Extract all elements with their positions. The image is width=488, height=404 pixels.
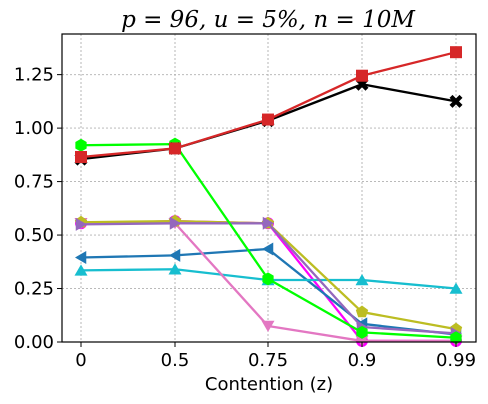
- data-point: [169, 248, 181, 262]
- data-point: [262, 272, 274, 286]
- data-point: [74, 264, 88, 276]
- series-line: [80, 51, 457, 159]
- series-line: [80, 142, 457, 339]
- data-point: [356, 325, 368, 339]
- axis-ticks: 0 0.5 0.75 0.9 0.99 0.00 0.25 0.50 0.75 1.00 1.25: [14, 65, 476, 371]
- data-point: [75, 138, 87, 152]
- data-point: [356, 69, 368, 82]
- data-point: [450, 331, 462, 345]
- data-point: [169, 142, 181, 155]
- data-point: [262, 216, 274, 230]
- data-point: [261, 320, 275, 332]
- series-group: [75, 216, 462, 340]
- x-axis-label: Contention (z): [205, 374, 333, 395]
- y-tick-label: 0.25: [14, 279, 54, 300]
- data-point: [168, 263, 182, 275]
- y-tick-label: 1.00: [14, 118, 54, 139]
- data-point: [262, 242, 274, 256]
- plot-frame: [61, 33, 477, 343]
- data-point: [262, 113, 274, 126]
- data-point: [355, 335, 369, 347]
- series-group: [75, 46, 462, 163]
- series-group: [75, 137, 462, 345]
- series-layer: [74, 46, 463, 347]
- y-tick-label: 0.75: [14, 172, 54, 193]
- data-point: [355, 273, 369, 286]
- data-point: [75, 150, 87, 163]
- data-point: [355, 305, 369, 318]
- data-point: [449, 94, 463, 108]
- x-tick-label: 0: [75, 350, 86, 371]
- x-tick-label: 0.99: [436, 350, 476, 371]
- x-tick-label: 0.5: [161, 350, 190, 371]
- chart-title: p = 96, u = 5%, n = 10M: [121, 7, 416, 33]
- data-point: [450, 46, 462, 59]
- data-point: [75, 217, 87, 231]
- data-point: [449, 282, 463, 294]
- x-tick-label: 0.9: [348, 350, 377, 371]
- y-tick-label: 0.00: [14, 332, 54, 353]
- y-tick-label: 1.25: [14, 65, 54, 86]
- y-tick-label: 0.50: [14, 225, 54, 246]
- data-point: [169, 216, 181, 230]
- data-point: [75, 251, 87, 265]
- x-tick-label: 0.75: [248, 350, 288, 371]
- grid: [62, 34, 476, 343]
